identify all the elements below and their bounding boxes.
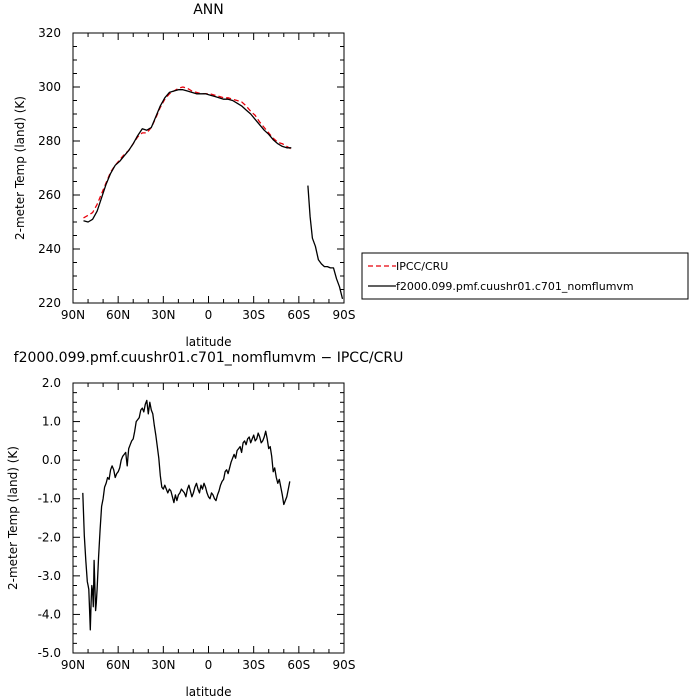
legend-label: f2000.099.pmf.cuushr01.c701_nomflumvm (396, 280, 634, 293)
x-tick-label: 30S (242, 308, 265, 322)
y-tick-label: 280 (38, 134, 61, 148)
y-axis-label: 2-meter Temp (land) (K) (13, 96, 27, 240)
x-tick-label: 90S (333, 658, 356, 672)
y-tick-label: 2.0 (42, 376, 61, 390)
chart-title: f2000.099.pmf.cuushr01.c701_nomflumvm − … (14, 350, 404, 366)
x-tick-label: 90N (61, 658, 85, 672)
x-tick-label: 60N (106, 308, 130, 322)
y-tick-label: 260 (38, 188, 61, 202)
series-line-2 (307, 185, 344, 300)
y-tick-label: -4.0 (38, 607, 61, 621)
chart-title: ANN (193, 2, 224, 18)
top-panel (72, 32, 689, 304)
x-tick-label: 60S (287, 658, 310, 672)
x-tick-label: 30S (242, 658, 265, 672)
x-tick-label: 90S (333, 308, 356, 322)
x-axis-label: latitude (185, 335, 231, 349)
y-tick-label: 320 (38, 26, 61, 40)
y-tick-label: -1.0 (38, 492, 61, 506)
x-tick-label: 90N (61, 308, 85, 322)
legend-label: IPCC/CRU (396, 260, 448, 273)
y-tick-label: 1.0 (42, 415, 61, 429)
x-axis-label: latitude (185, 685, 231, 699)
plot-frame (72, 382, 345, 654)
y-tick-label: 0.0 (42, 453, 61, 467)
y-tick-label: -2.0 (38, 530, 61, 544)
x-tick-label: 0 (205, 658, 213, 672)
bottom-panel (72, 382, 345, 654)
y-tick-label: -5.0 (38, 646, 61, 660)
x-tick-label: 30N (151, 658, 175, 672)
y-tick-label: 240 (38, 242, 61, 256)
legend-box (361, 252, 689, 300)
x-tick-label: 0 (205, 308, 213, 322)
x-tick-label: 60N (106, 658, 130, 672)
x-tick-label: 30N (151, 308, 175, 322)
series-line-0 (82, 399, 291, 631)
y-axis-label: 2-meter Temp (land) (K) (6, 446, 20, 590)
series-line-0 (83, 86, 292, 219)
y-tick-label: 300 (38, 80, 61, 94)
x-tick-label: 60S (287, 308, 310, 322)
y-tick-label: 220 (38, 296, 61, 310)
y-tick-label: -3.0 (38, 569, 61, 583)
series-line-1 (83, 89, 292, 223)
